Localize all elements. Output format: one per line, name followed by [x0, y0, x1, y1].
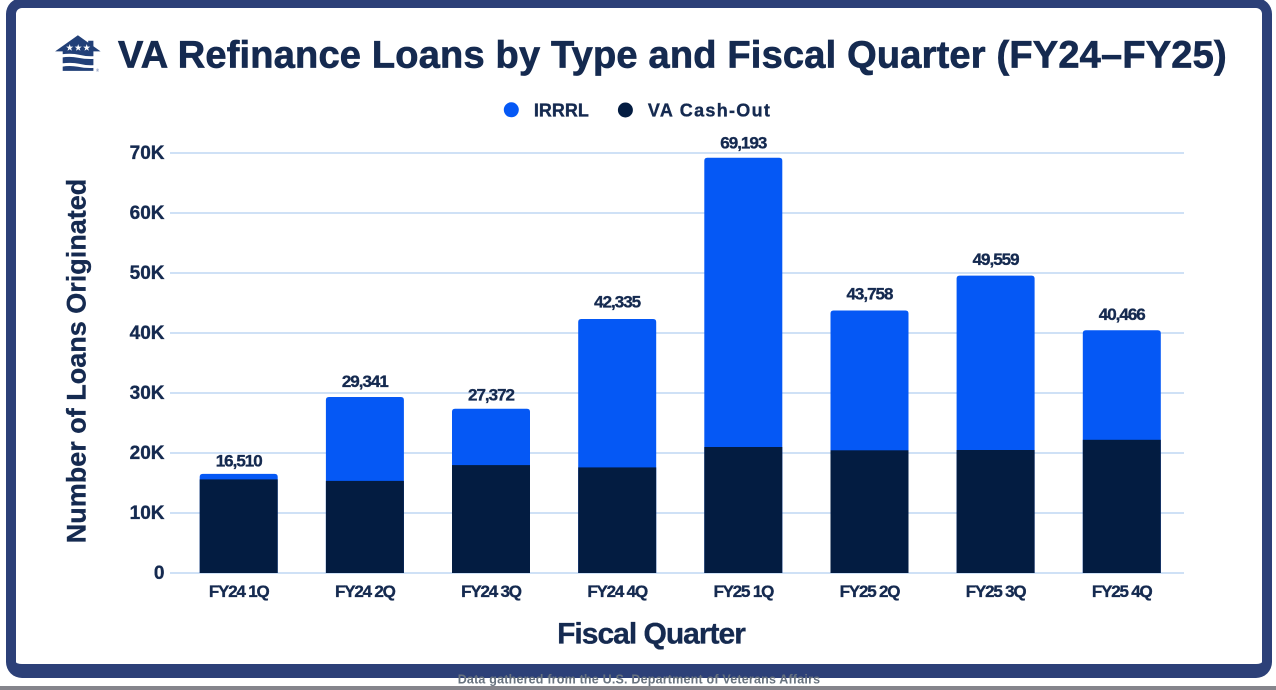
svg-text:Number of Loans Originated: Number of Loans Originated — [62, 179, 92, 544]
svg-text:FY24 3Q: FY24 3Q — [461, 582, 522, 601]
svg-text:0: 0 — [154, 563, 165, 584]
svg-text:40K: 40K — [130, 323, 165, 344]
svg-text:FY25 4Q: FY25 4Q — [1092, 582, 1153, 601]
svg-text:FY24 2Q: FY24 2Q — [335, 582, 396, 601]
svg-text:49,559: 49,559 — [973, 250, 1020, 269]
svg-text:10K: 10K — [130, 503, 165, 524]
svg-text:69,193: 69,193 — [720, 133, 767, 152]
svg-text:®: ® — [96, 68, 100, 73]
svg-text:FY25 1Q: FY25 1Q — [713, 582, 774, 601]
svg-text:FY25 2Q: FY25 2Q — [840, 582, 901, 601]
svg-text:40,466: 40,466 — [1099, 305, 1146, 324]
svg-text:FY24 1Q: FY24 1Q — [209, 582, 270, 601]
svg-text:50K: 50K — [130, 263, 165, 284]
svg-text:Data gathered from the U.S. De: Data gathered from the U.S. Department o… — [458, 673, 821, 687]
svg-text:70K: 70K — [130, 143, 165, 164]
svg-text:Fiscal Quarter: Fiscal Quarter — [557, 618, 746, 651]
svg-text:FY25 3Q: FY25 3Q — [966, 582, 1027, 601]
svg-text:29,341: 29,341 — [342, 372, 389, 391]
svg-text:16,510: 16,510 — [216, 452, 263, 471]
svg-text:IRRRL: IRRRL — [534, 100, 589, 120]
svg-text:42,335: 42,335 — [594, 292, 641, 311]
svg-text:60K: 60K — [130, 203, 165, 224]
svg-text:27,372: 27,372 — [468, 386, 515, 405]
svg-text:20K: 20K — [130, 443, 165, 464]
svg-text:43,758: 43,758 — [846, 284, 893, 303]
svg-text:FY24 4Q: FY24 4Q — [587, 582, 648, 601]
svg-text:30K: 30K — [130, 383, 165, 404]
svg-text:VA Refinance Loans by Type and: VA Refinance Loans by Type and Fiscal Qu… — [118, 35, 1227, 77]
svg-text:VA Cash-Out: VA Cash-Out — [648, 100, 771, 120]
